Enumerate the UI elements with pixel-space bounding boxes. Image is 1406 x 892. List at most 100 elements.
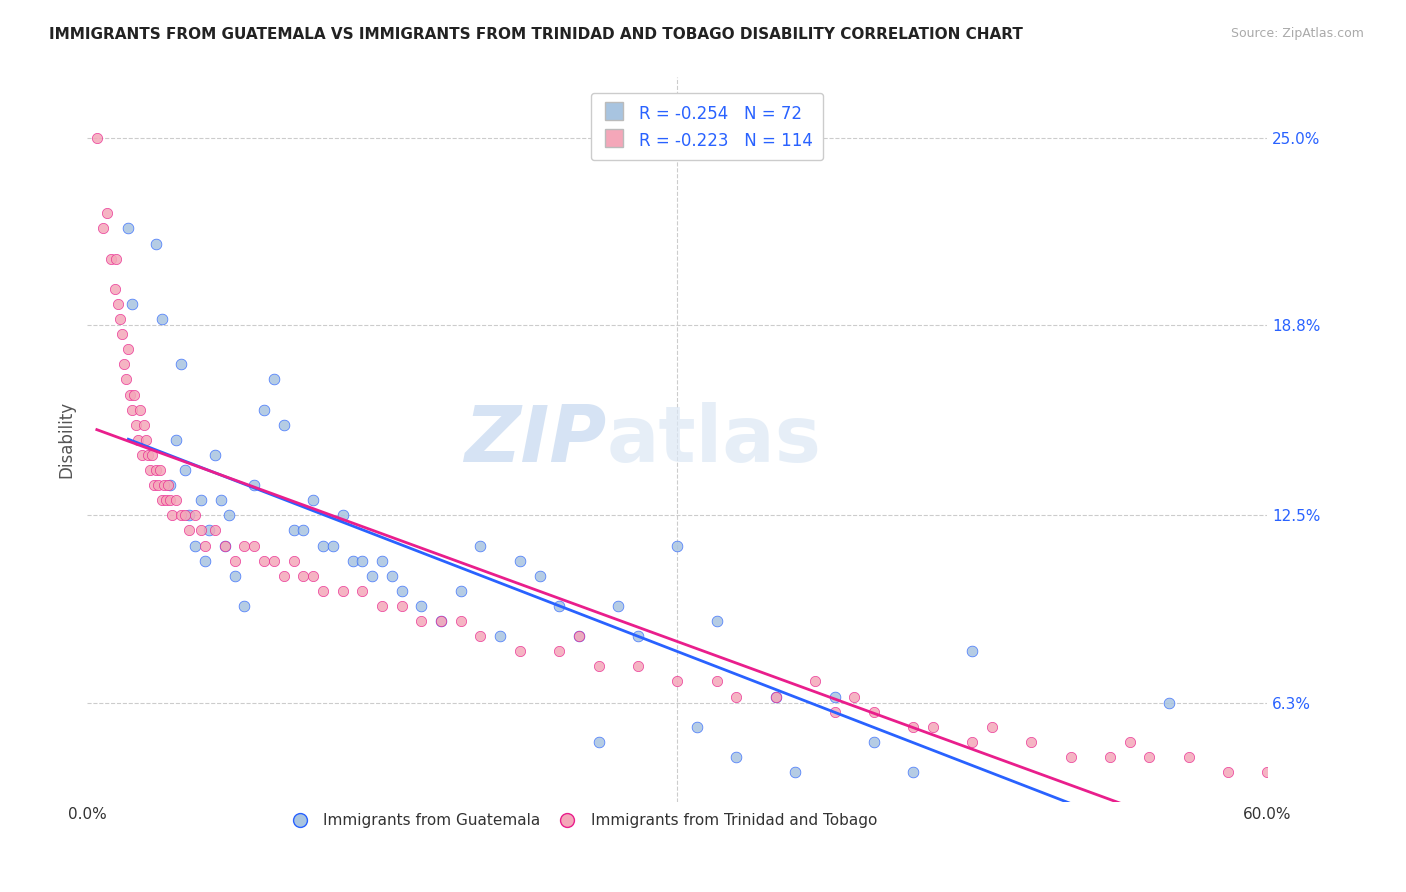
Point bbox=[430, 614, 453, 628]
Point bbox=[131, 448, 153, 462]
Point bbox=[283, 524, 305, 538]
Legend: Immigrants from Guatemala, Immigrants from Trinidad and Tobago: Immigrants from Guatemala, Immigrants fr… bbox=[283, 807, 883, 835]
Point bbox=[1119, 735, 1142, 749]
Point bbox=[725, 750, 748, 764]
Point bbox=[233, 599, 256, 613]
Point bbox=[312, 583, 335, 598]
Point bbox=[411, 614, 433, 628]
Point bbox=[765, 690, 787, 704]
Point bbox=[121, 402, 143, 417]
Point bbox=[292, 568, 315, 582]
Point bbox=[125, 417, 148, 432]
Point bbox=[86, 131, 108, 145]
Point bbox=[174, 463, 197, 477]
Point bbox=[804, 674, 827, 689]
Point bbox=[139, 463, 162, 477]
Point bbox=[214, 539, 236, 553]
Point bbox=[666, 674, 689, 689]
Point bbox=[155, 493, 177, 508]
Point bbox=[190, 524, 212, 538]
Point bbox=[332, 583, 354, 598]
Point bbox=[142, 478, 165, 492]
Point bbox=[283, 554, 305, 568]
Point bbox=[150, 493, 173, 508]
Point bbox=[218, 508, 240, 523]
Point bbox=[844, 690, 866, 704]
Point bbox=[100, 252, 122, 266]
Point bbox=[204, 448, 226, 462]
Point bbox=[450, 614, 472, 628]
Point bbox=[824, 690, 846, 704]
Point bbox=[120, 387, 142, 401]
Point bbox=[981, 720, 1004, 734]
Point bbox=[122, 387, 145, 401]
Point bbox=[96, 206, 118, 220]
Point bbox=[190, 493, 212, 508]
Point bbox=[152, 478, 174, 492]
Point bbox=[450, 583, 472, 598]
Point bbox=[117, 343, 139, 357]
Point bbox=[170, 508, 193, 523]
Point bbox=[391, 583, 413, 598]
Point bbox=[141, 448, 163, 462]
Point bbox=[103, 282, 125, 296]
Point bbox=[381, 568, 404, 582]
Point bbox=[263, 372, 285, 386]
Point bbox=[352, 554, 374, 568]
Point bbox=[170, 357, 193, 371]
Point bbox=[243, 478, 266, 492]
Point bbox=[233, 539, 256, 553]
Point bbox=[179, 524, 201, 538]
Point bbox=[146, 478, 169, 492]
Point bbox=[1256, 765, 1278, 780]
Point bbox=[509, 554, 531, 568]
Point bbox=[489, 629, 512, 643]
Point bbox=[214, 539, 236, 553]
Point bbox=[962, 644, 984, 658]
Point bbox=[159, 478, 181, 492]
Point bbox=[430, 614, 453, 628]
Point bbox=[824, 705, 846, 719]
Point bbox=[548, 599, 571, 613]
Point bbox=[105, 252, 128, 266]
Point bbox=[903, 765, 925, 780]
Point bbox=[115, 372, 138, 386]
Point bbox=[470, 539, 492, 553]
Point bbox=[666, 539, 689, 553]
Point bbox=[184, 539, 207, 553]
Point bbox=[135, 433, 157, 447]
Point bbox=[627, 659, 650, 673]
Point bbox=[588, 659, 610, 673]
Point bbox=[1099, 750, 1122, 764]
Point bbox=[273, 568, 295, 582]
Y-axis label: Disability: Disability bbox=[58, 401, 75, 478]
Point bbox=[292, 524, 315, 538]
Point bbox=[179, 508, 201, 523]
Point bbox=[253, 554, 276, 568]
Point bbox=[145, 463, 167, 477]
Point bbox=[132, 417, 155, 432]
Point bbox=[312, 539, 335, 553]
Point bbox=[686, 720, 709, 734]
Point bbox=[725, 690, 748, 704]
Point bbox=[111, 327, 134, 342]
Point bbox=[127, 433, 149, 447]
Point bbox=[588, 735, 610, 749]
Point bbox=[765, 690, 787, 704]
Point bbox=[548, 644, 571, 658]
Point bbox=[165, 433, 187, 447]
Point bbox=[209, 493, 232, 508]
Point bbox=[112, 357, 135, 371]
Point bbox=[411, 599, 433, 613]
Point bbox=[529, 568, 551, 582]
Point bbox=[568, 629, 591, 643]
Point bbox=[1159, 696, 1181, 710]
Point bbox=[470, 629, 492, 643]
Point bbox=[371, 599, 394, 613]
Point bbox=[332, 508, 354, 523]
Point bbox=[174, 508, 197, 523]
Point bbox=[922, 720, 945, 734]
Point bbox=[322, 539, 344, 553]
Point bbox=[342, 554, 364, 568]
Point bbox=[91, 221, 114, 235]
